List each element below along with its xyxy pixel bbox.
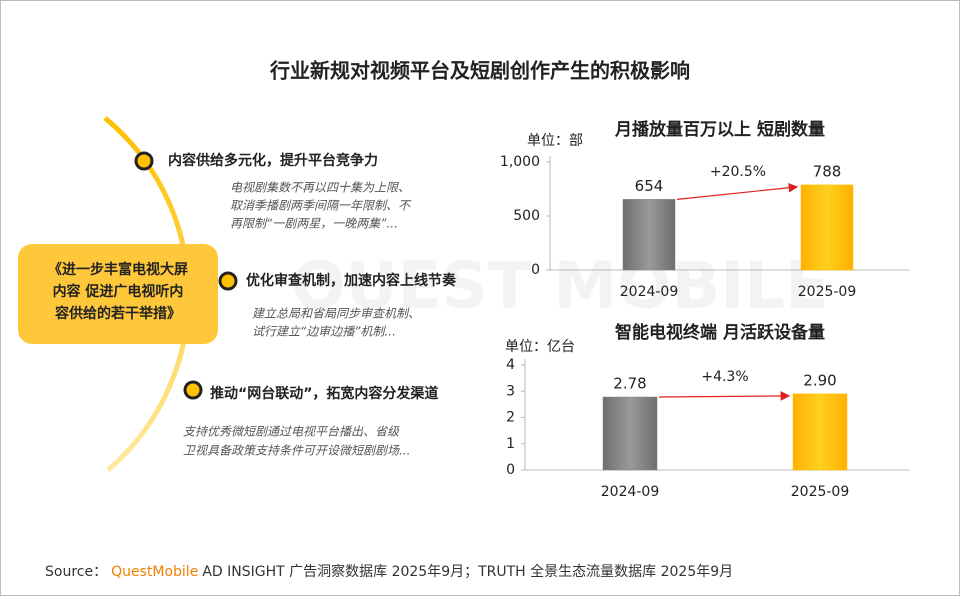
point-heading: 推动“网台联动”，拓宽内容分发渠道: [210, 385, 438, 402]
dot: [134, 151, 154, 171]
y-tick-label: 4: [506, 357, 515, 373]
chart-title: 智能电视终端 月活跃设备量: [615, 322, 825, 343]
point-text: 试行建立“边审边播”机制...: [252, 325, 396, 339]
policy-label: 容供给的若干举措》: [54, 305, 181, 322]
source-prefix: Source：: [45, 564, 107, 580]
bar: [800, 184, 854, 271]
dot: [183, 380, 203, 400]
source: Source： QuestMobile AD INSIGHT 广告洞察数据库 202…: [45, 563, 733, 580]
y-tick-label: 2: [506, 410, 515, 426]
unit-label: 单位：亿台: [505, 339, 575, 355]
policy-label: 内容 促进广电视听内: [53, 283, 184, 300]
x-tick-label: 2024-09: [601, 484, 660, 500]
value-label: 788: [813, 162, 842, 180]
point-text: 卫视具备政策支持条件可开设微短剧剧场...: [183, 444, 410, 458]
unit-label: 单位：部: [527, 133, 583, 149]
value-label: 2.78: [613, 375, 646, 393]
page-title: 行业新规对视频平台及短剧创作产生的积极影响: [269, 59, 690, 83]
point-heading: 优化审查机制，加速内容上线节奏: [246, 272, 457, 289]
x-tick-label: 2024-09: [620, 284, 679, 300]
x-tick-label: 2025-09: [798, 284, 857, 300]
y-tick-label: 1,000: [500, 154, 540, 170]
point-text: 再限制“一剧两星，一晚两集”...: [230, 217, 398, 231]
y-tick-label: 500: [513, 208, 540, 224]
x-tick-label: 2025-09: [791, 484, 850, 500]
value-label: 654: [635, 177, 664, 195]
growth-label: +20.5%: [710, 164, 766, 180]
growth-label: +4.3%: [701, 369, 748, 385]
source-brand: QuestMobile: [111, 564, 198, 580]
bar: [792, 393, 848, 471]
bar: [602, 396, 658, 471]
policy-box: [18, 244, 218, 344]
dot: [218, 271, 238, 291]
y-tick-label: 0: [506, 462, 515, 478]
chart-title: 月播放量百万以上 短剧数量: [614, 119, 825, 140]
point-text: 支持优秀微短剧通过电视平台播出、省级: [183, 425, 400, 439]
point-text: 取消季播剧两季间隔一年限制、不: [230, 199, 412, 213]
point-heading: 内容供给多元化，提升平台竞争力: [168, 152, 378, 169]
bar: [622, 199, 676, 271]
policy-label: 《进一步丰富电视大屏: [48, 261, 188, 278]
growth-arrow: [676, 182, 799, 200]
y-tick-label: 0: [531, 262, 540, 278]
point-text: 电视剧集数不再以四十集为上限、: [230, 181, 410, 195]
y-tick-label: 1: [506, 436, 515, 452]
watermark: QUEST MOBILE: [291, 250, 828, 324]
point-text: 建立总局和省局同步审查机制、: [252, 307, 420, 321]
source-text: AD INSIGHT 广告洞察数据库 2025年9月；TRUTH 全景生态流量数…: [202, 563, 733, 580]
y-tick-label: 3: [506, 383, 515, 399]
growth-arrow: [658, 391, 791, 401]
value-label: 2.90: [803, 371, 836, 389]
